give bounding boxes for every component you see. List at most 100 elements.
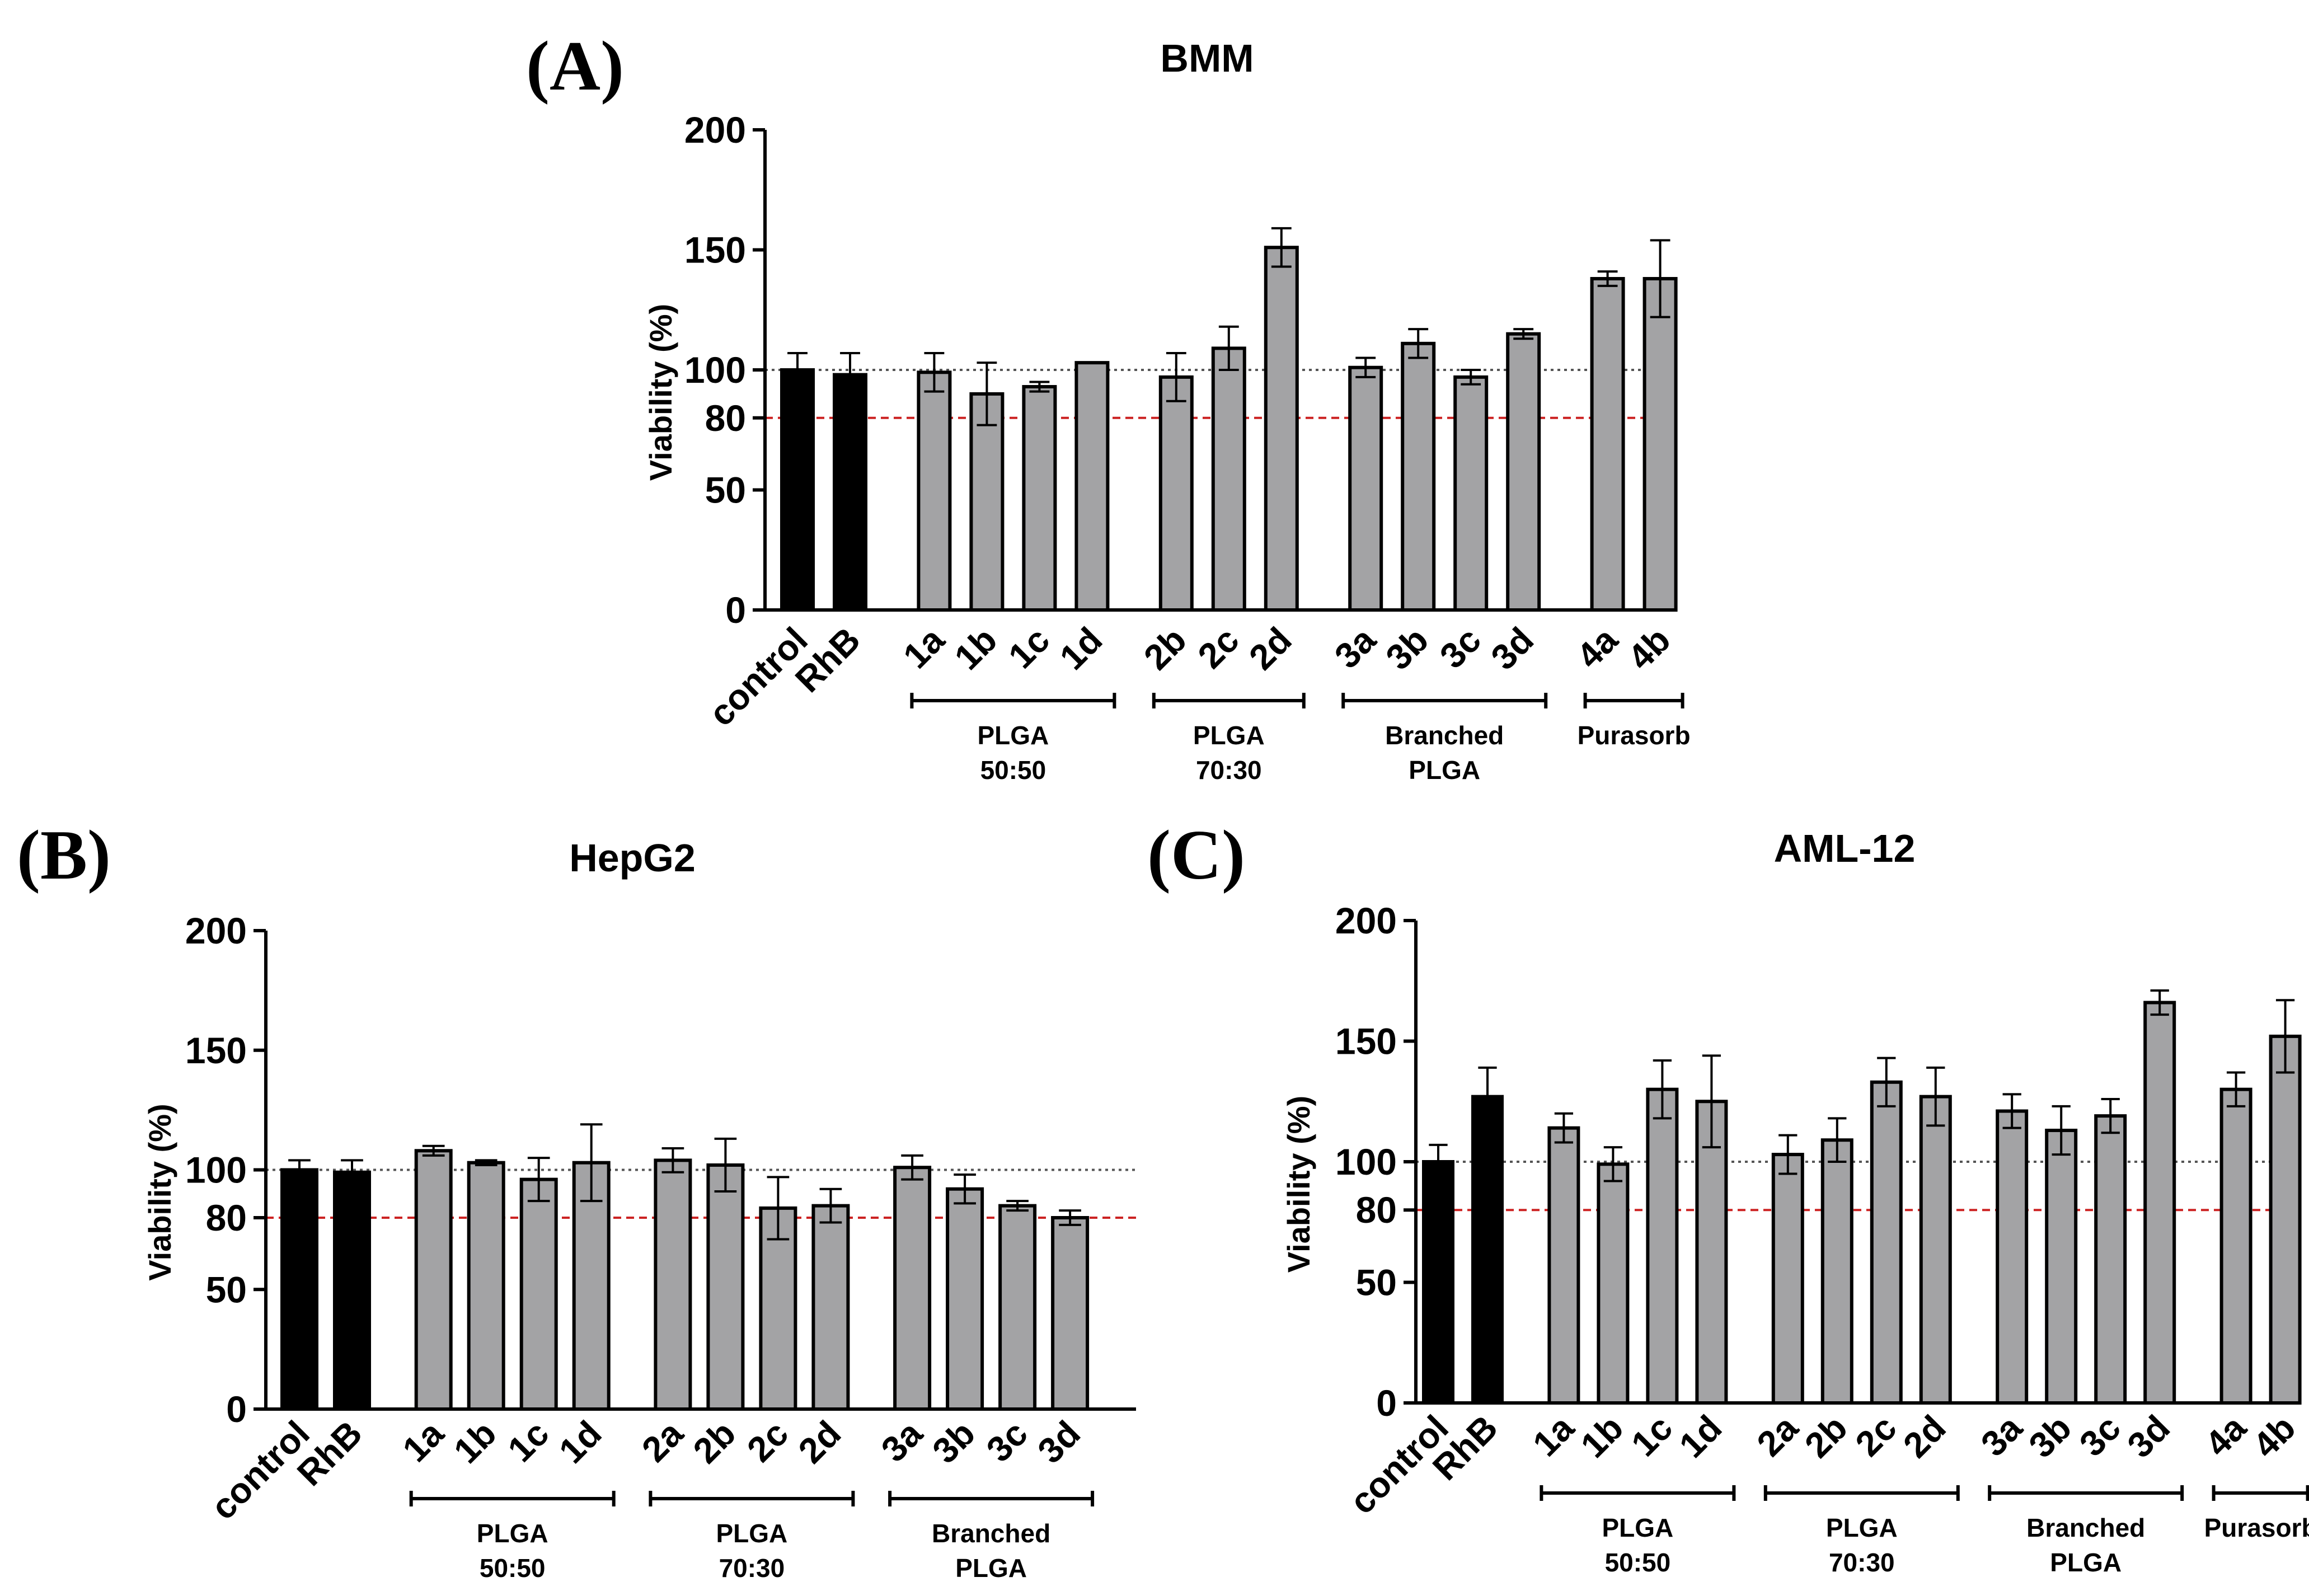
group-label-2: Branched: [932, 1519, 1050, 1548]
bar-2d: [1264, 246, 1299, 612]
group-label-0: PLGA: [477, 1519, 548, 1548]
y-tick-label-100: 100: [185, 1149, 247, 1191]
bar-3b: [946, 1187, 984, 1411]
bar-control: [780, 368, 815, 612]
category-label-4b: 4b: [1620, 619, 1678, 678]
group-sublabel-0: 50:50: [980, 755, 1046, 785]
bar-2b: [706, 1163, 745, 1411]
panel-letter: (B): [17, 816, 111, 894]
category-label-3b: 3b: [924, 1413, 983, 1471]
bar-RhB: [333, 1170, 371, 1411]
y-tick-label-50: 50: [705, 470, 746, 511]
bar-2a: [1771, 1153, 1804, 1405]
y-axis-label: Viability (%): [142, 1104, 177, 1280]
group-label-3: Purasorb: [1578, 721, 1691, 750]
bar-2a: [654, 1158, 692, 1411]
category-label-3a: 3a: [1973, 1407, 2030, 1464]
category-label-1c: 1c: [1001, 619, 1057, 676]
group-label-3: Purasorb: [2204, 1513, 2309, 1542]
chart-title: AML-12: [1774, 827, 1916, 870]
group-label-1: PLGA: [1193, 721, 1265, 750]
bar-2d: [811, 1204, 850, 1411]
bar-3c: [998, 1204, 1037, 1411]
y-tick-label-150: 150: [185, 1030, 247, 1071]
group-sublabel-2: PLGA: [1409, 755, 1480, 785]
category-label-1a: 1a: [1525, 1407, 1582, 1464]
group-sublabel-1: 70:30: [719, 1553, 785, 1583]
group-label-2: Branched: [1385, 721, 1504, 750]
bar-1a: [414, 1149, 453, 1411]
category-label-2c: 2c: [1190, 619, 1246, 676]
y-axis-label: Viability (%): [1281, 1096, 1316, 1273]
category-label-3d: 3d: [1030, 1413, 1088, 1471]
category-label-RhB: RhB: [289, 1413, 370, 1494]
category-label-1a: 1a: [895, 619, 952, 677]
bar-2b: [1820, 1138, 1853, 1405]
category-label-4b: 4b: [2245, 1407, 2303, 1466]
bar-2c: [1870, 1080, 1903, 1405]
bar-1a: [917, 370, 952, 612]
category-label-2d: 2d: [1241, 619, 1299, 678]
bar-1c: [1646, 1087, 1679, 1405]
bar-3a: [1348, 365, 1383, 612]
group-sublabel-2: PLGA: [2050, 1548, 2122, 1577]
group-sublabel-1: 70:30: [1196, 755, 1262, 785]
group-label-2: Branched: [2026, 1513, 2145, 1542]
bar-4b: [2269, 1034, 2302, 1405]
category-label-2a: 2a: [1749, 1407, 1806, 1464]
chart-title: HepG2: [569, 836, 696, 880]
category-label-3c: 3c: [979, 1413, 1035, 1470]
category-label-1d: 1d: [551, 1413, 609, 1471]
group-label-1: PLGA: [1826, 1513, 1898, 1542]
category-label-2c: 2c: [739, 1413, 796, 1470]
y-tick-label-80: 80: [206, 1197, 247, 1238]
bar-3b: [2045, 1128, 2078, 1405]
category-label-1d: 1d: [1052, 619, 1110, 678]
bar-1b: [467, 1161, 505, 1411]
y-tick-label-80: 80: [1356, 1189, 1397, 1231]
bar-1b: [969, 392, 1005, 612]
y-tick-label-100: 100: [684, 349, 746, 391]
bar-1a: [1547, 1126, 1580, 1405]
category-label-3d: 3d: [2119, 1407, 2177, 1466]
y-tick-label-200: 200: [684, 109, 746, 151]
category-label-1b: 1b: [947, 619, 1005, 678]
group-label-0: PLGA: [978, 721, 1049, 750]
category-label-2b: 2b: [1797, 1407, 1855, 1466]
group-label-1: PLGA: [716, 1519, 788, 1548]
bar-control: [280, 1168, 318, 1411]
category-label-1a: 1a: [395, 1413, 452, 1470]
y-axis-label: Viability (%): [643, 304, 678, 481]
category-label-3a: 3a: [1327, 619, 1384, 677]
category-label-3d: 3d: [1483, 619, 1541, 678]
category-label-1b: 1b: [446, 1413, 504, 1471]
category-label-1d: 1d: [1672, 1407, 1730, 1466]
group-label-0: PLGA: [1602, 1513, 1674, 1542]
y-tick-label-200: 200: [1335, 900, 1397, 941]
y-tick-label-50: 50: [1356, 1262, 1397, 1303]
bar-3c: [2094, 1114, 2127, 1405]
bar-3d: [1051, 1216, 1090, 1411]
category-label-3c: 3c: [2072, 1407, 2128, 1464]
y-tick-label-0: 0: [1376, 1382, 1397, 1424]
category-label-2b: 2b: [686, 1413, 744, 1471]
bar-4a: [2219, 1087, 2252, 1405]
chart-title: BMM: [1160, 36, 1254, 80]
category-label-2a: 2a: [634, 1413, 691, 1470]
bar-3a: [893, 1166, 932, 1411]
category-label-1c: 1c: [1623, 1407, 1680, 1464]
bar-2c: [1211, 346, 1246, 612]
category-label-1b: 1b: [1573, 1407, 1631, 1466]
category-label-2d: 2d: [1895, 1407, 1954, 1466]
bar-4a: [1590, 276, 1625, 612]
bar-2d: [1919, 1095, 1952, 1405]
category-label-3c: 3c: [1432, 619, 1489, 676]
bar-3b: [1401, 341, 1436, 612]
y-tick-label-0: 0: [226, 1388, 247, 1430]
panel-letter: (C): [1147, 816, 1245, 894]
category-label-3b: 3b: [2021, 1407, 2079, 1466]
y-tick-label-80: 80: [705, 397, 746, 439]
